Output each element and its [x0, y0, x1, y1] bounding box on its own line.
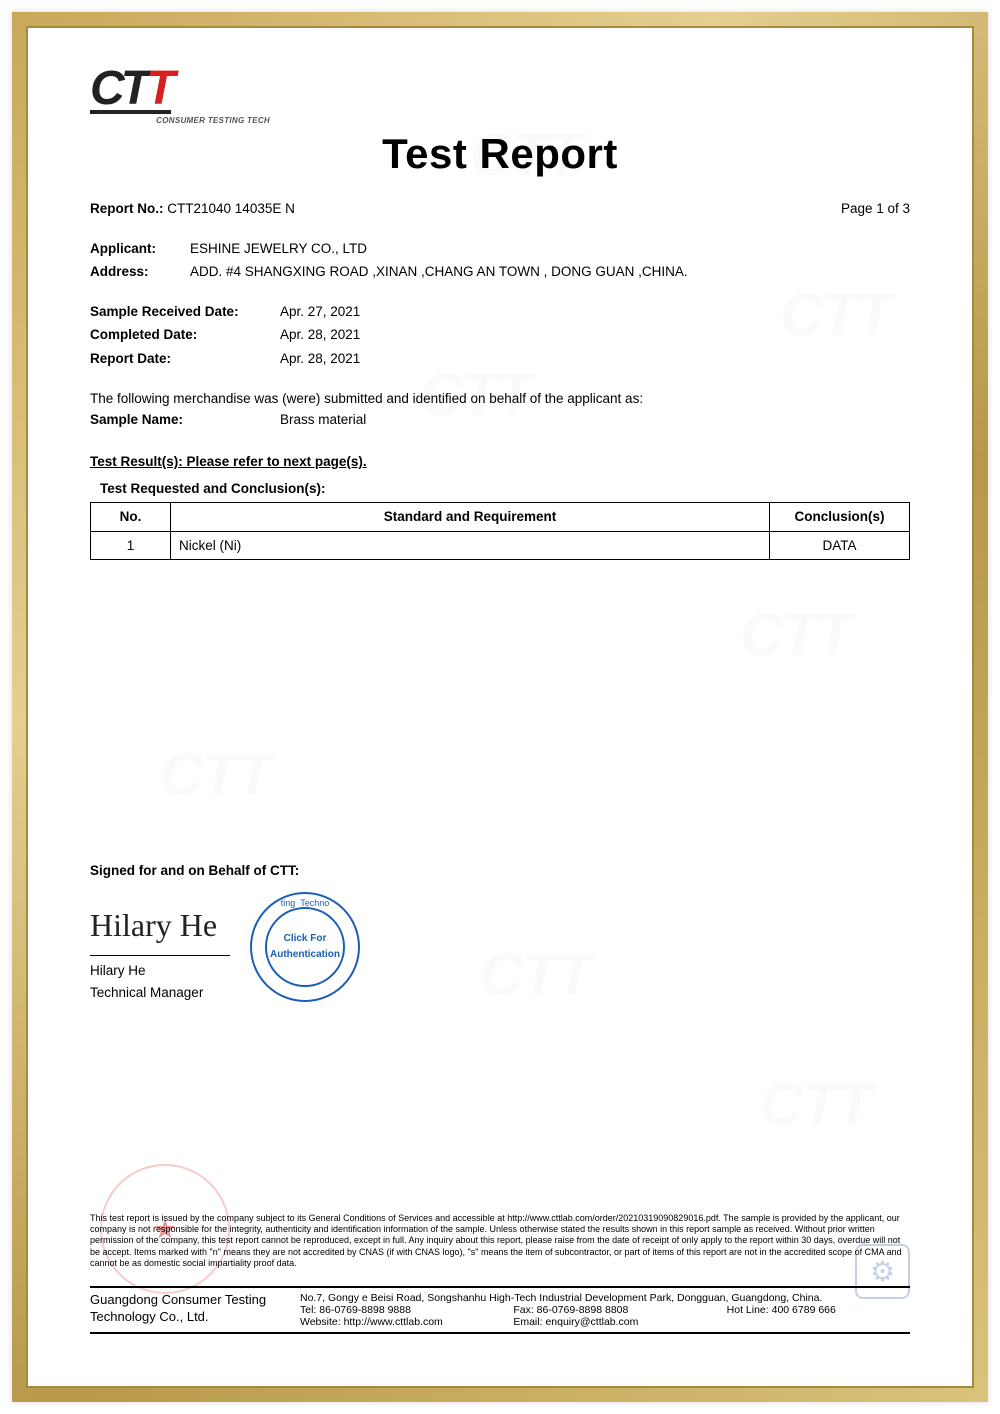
- sample-name-label: Sample Name:: [90, 409, 280, 431]
- signer-title: Technical Manager: [90, 982, 230, 1004]
- report-date-label: Report Date:: [90, 348, 280, 370]
- col-no: No.: [91, 502, 171, 531]
- logo-letter-t2: T: [146, 62, 171, 115]
- completed-date-label: Completed Date:: [90, 324, 280, 346]
- signature-script: Hilary He: [90, 900, 230, 951]
- merchandise-text: The following merchandise was (were) sub…: [90, 388, 910, 410]
- address-label: Address:: [90, 261, 190, 283]
- table-header-row: No. Standard and Requirement Conclusion(…: [91, 502, 910, 531]
- report-body: Report No.: CTT21040 14035E N Page 1 of …: [90, 198, 910, 1003]
- footer-address: No.7, Gongy e Beisi Road, Songshanhu Hig…: [300, 1292, 910, 1304]
- cell-standard: Nickel (Ni): [171, 531, 770, 560]
- logo-letter-c: C: [90, 62, 121, 115]
- sample-name-value: Brass material: [280, 409, 366, 431]
- signer-name: Hilary He: [90, 960, 230, 982]
- cell-conclusion: DATA: [770, 531, 910, 560]
- stamp-inner: Click For Authentication: [265, 907, 345, 987]
- hotline-label: Hot Line:: [727, 1304, 769, 1316]
- col-standard: Standard and Requirement: [171, 502, 770, 531]
- email-label: Email:: [513, 1316, 542, 1328]
- email-value: enquiry@cttlab.com: [545, 1316, 638, 1328]
- test-requested-header: Test Requested and Conclusion(s):: [100, 478, 910, 500]
- applicant-value: ESHINE JEWELRY CO., LTD: [190, 238, 367, 260]
- received-date-value: Apr. 27, 2021: [280, 301, 360, 323]
- website-label: Website:: [300, 1316, 341, 1328]
- applicant-label: Applicant:: [90, 238, 190, 260]
- test-results-header: Test Result(s): Please refer to next pag…: [90, 451, 910, 473]
- stamp-ring-text: ting Techno: [281, 896, 330, 910]
- signature-line: [90, 955, 230, 956]
- company-logo: CTT CONSUMER TESTING TECH: [90, 70, 270, 140]
- website-value: http://www.cttlab.com: [344, 1316, 443, 1328]
- logo-letter-t1: T: [121, 62, 146, 115]
- completed-date-value: Apr. 28, 2021: [280, 324, 360, 346]
- report-paper: CTT CTT CTT CTT CTT CTT CTT CTT CONSUMER…: [40, 40, 960, 1374]
- page-number: Page 1 of 3: [841, 198, 910, 220]
- results-table: No. Standard and Requirement Conclusion(…: [90, 502, 910, 560]
- logo-subtitle: CONSUMER TESTING TECH: [90, 116, 270, 125]
- report-no-value: CTT21040 14035E N: [167, 201, 295, 216]
- cell-no: 1: [91, 531, 171, 560]
- table-row: 1 Nickel (Ni) DATA: [91, 531, 910, 560]
- fax-label: Fax:: [513, 1304, 533, 1316]
- disclaimer-text: This test report is issued by the compan…: [90, 1213, 910, 1269]
- signature-block: Signed for and on Behalf of CTT: Hilary …: [90, 860, 910, 1003]
- hotline-value: 400 6789 666: [772, 1304, 836, 1316]
- tel-value: 86-0769-8898 9888: [319, 1304, 411, 1316]
- stamp-line2: Authentication: [270, 947, 340, 963]
- received-date-label: Sample Received Date:: [90, 301, 280, 323]
- footer-bar: Guangdong Consumer Testing Technology Co…: [90, 1286, 910, 1334]
- col-conclusion: Conclusion(s): [770, 502, 910, 531]
- report-date-value: Apr. 28, 2021: [280, 348, 360, 370]
- authentication-stamp[interactable]: ting Techno Click For Authentication: [250, 892, 360, 1002]
- tel-label: Tel:: [300, 1304, 316, 1316]
- footer-company: Guangdong Consumer Testing Technology Co…: [90, 1292, 300, 1328]
- stamp-line1: Click For: [284, 931, 327, 947]
- fax-value: 86-0769-8898 8808: [537, 1304, 629, 1316]
- address-value: ADD. #4 SHANGXING ROAD ,XINAN ,CHANG AN …: [190, 261, 688, 283]
- watermark: CTT: [760, 1070, 871, 1139]
- signed-for-label: Signed for and on Behalf of CTT:: [90, 860, 910, 882]
- report-no-label: Report No.:: [90, 201, 164, 216]
